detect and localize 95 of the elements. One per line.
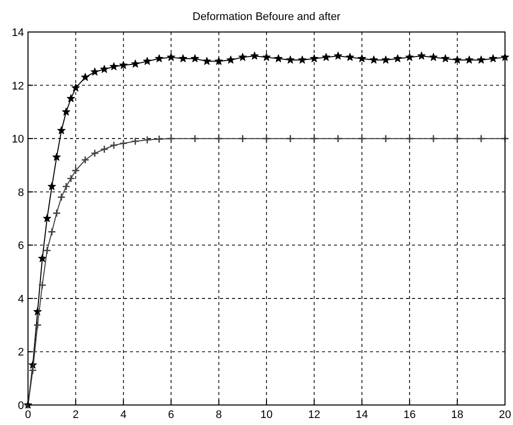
point: [72, 166, 80, 175]
point: [322, 52, 330, 61]
point: [57, 126, 66, 134]
point: [190, 54, 200, 62]
point: [143, 136, 152, 144]
point: [48, 228, 56, 236]
y-tick-label: 6: [18, 240, 24, 252]
point: [226, 56, 235, 64]
point: [334, 134, 342, 143]
point: [131, 60, 140, 68]
point: [33, 320, 42, 330]
point: [38, 280, 46, 290]
x-tick-label: 12: [308, 409, 320, 421]
point: [417, 52, 426, 60]
point: [90, 68, 100, 76]
x-tick-label: 6: [168, 409, 174, 421]
point: [214, 56, 224, 65]
point: [334, 52, 342, 60]
point: [143, 56, 152, 65]
point: [405, 52, 414, 61]
point: [166, 52, 176, 61]
point: [190, 134, 200, 143]
point: [476, 56, 486, 64]
point: [42, 246, 52, 255]
point: [66, 94, 76, 102]
point: [166, 134, 176, 143]
point: [62, 107, 70, 116]
point: [238, 52, 247, 61]
point: [358, 54, 366, 62]
x-tick-label: 2: [72, 409, 79, 421]
point: [274, 54, 283, 62]
point: [214, 134, 223, 143]
y-tick-label: 8: [18, 186, 24, 199]
y-tick-label: 12: [12, 80, 24, 92]
point: [62, 182, 70, 191]
point: [453, 56, 462, 64]
point: [346, 52, 354, 61]
point: [119, 60, 128, 69]
x-tick-label: 20: [498, 409, 512, 421]
x-tick-label: 14: [356, 409, 368, 421]
point: [262, 134, 271, 143]
point: [110, 62, 118, 70]
point: [238, 134, 247, 143]
chart-title: Deformation Befoure and after: [192, 11, 341, 23]
y-tick-label: 14: [12, 27, 24, 39]
point: [131, 137, 140, 146]
point: [298, 56, 307, 64]
point: [286, 56, 295, 64]
x-tick-label: 8: [216, 409, 222, 421]
y-tick-label: 4: [18, 293, 24, 306]
point: [453, 134, 462, 143]
point: [286, 134, 294, 143]
point: [66, 174, 76, 183]
point: [90, 149, 99, 158]
x-tick-label: 4: [120, 409, 126, 421]
point: [429, 52, 438, 61]
point: [310, 134, 318, 143]
point: [429, 134, 438, 143]
y-tick-label: 0: [18, 400, 24, 412]
point: [155, 134, 164, 144]
point: [382, 134, 390, 143]
point: [262, 52, 271, 61]
point: [154, 54, 164, 62]
point: [310, 54, 318, 62]
point: [488, 54, 498, 62]
point: [370, 56, 378, 64]
point: [441, 54, 450, 62]
point: [100, 64, 109, 73]
point: [42, 214, 52, 222]
point: [393, 54, 402, 62]
point: [57, 193, 66, 202]
y-tick-label: 10: [12, 134, 24, 146]
point: [250, 52, 259, 60]
point: [52, 152, 61, 161]
point: [464, 56, 474, 64]
point: [80, 72, 90, 81]
point: [119, 139, 128, 148]
point: [38, 254, 47, 262]
point: [100, 145, 108, 154]
point: [382, 56, 390, 64]
point: [71, 84, 80, 92]
point: [178, 54, 188, 62]
point: [81, 156, 90, 164]
x-tick-label: 10: [260, 409, 273, 421]
point: [405, 134, 414, 143]
point: [110, 141, 118, 150]
x-tick-label: 18: [451, 409, 464, 421]
point: [202, 56, 212, 65]
point: [358, 134, 366, 143]
y-tick-label: 2: [18, 346, 24, 359]
point: [48, 182, 56, 190]
point: [477, 134, 486, 143]
x-tick-label: 16: [403, 409, 416, 421]
point: [28, 366, 37, 375]
point: [52, 209, 61, 218]
